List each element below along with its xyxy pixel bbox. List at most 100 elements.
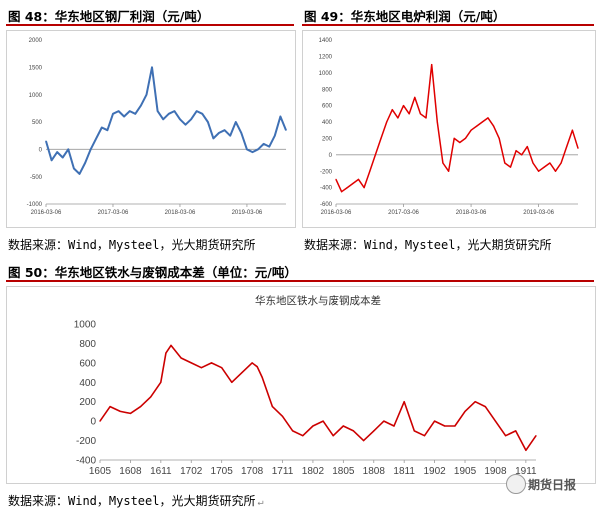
fig48-data-point	[173, 110, 175, 112]
fig50-data-point	[180, 357, 182, 359]
fig48-ytick-label: 1000	[29, 93, 43, 99]
fig49-data-point	[532, 162, 534, 164]
return-mark-icon: ↵	[257, 497, 264, 508]
fig48-data-point	[101, 126, 103, 129]
fig50-chart-title: 华东地区铁水与废钢成本差	[255, 294, 381, 307]
fig48-title: 图 48：华东地区钢厂利润（元/吨）	[8, 9, 210, 24]
fig50-data-point	[352, 430, 355, 432]
fig49-xtick-label: 2017-03-06	[388, 210, 419, 216]
fig50-chart-frame	[6, 286, 596, 484]
fig49-ytick-label: -400	[320, 186, 333, 192]
fig48-data-point	[279, 115, 282, 118]
fig50-xtick-label: 1702	[180, 466, 203, 477]
fig50-data-point	[332, 435, 334, 437]
fig50-data-point	[494, 420, 497, 422]
fig50-data-point	[261, 376, 263, 379]
fig48-data-point	[67, 148, 69, 150]
fig49-ytick-label: 200	[322, 137, 333, 143]
fig49-data-point	[341, 191, 343, 193]
fig50-xtick-label: 1711	[272, 466, 294, 477]
fig50-data-point	[413, 430, 415, 432]
fig50-data-point	[363, 439, 365, 442]
fig50-data-point	[231, 381, 233, 383]
fig50-data-point	[165, 352, 167, 354]
fig49-data-point	[566, 146, 568, 148]
fig49-data-point	[487, 117, 489, 119]
fig49-data-point	[453, 137, 455, 139]
fig50-data-point	[190, 362, 192, 364]
fig49-data-point	[549, 162, 551, 164]
fig48-ytick-label: -1000	[27, 202, 43, 208]
fig50-data-point	[119, 410, 121, 413]
fig49-data-point	[402, 105, 405, 107]
fig50-data-point	[383, 420, 385, 422]
fig50-data-point	[221, 367, 223, 369]
fig49-data-point	[577, 147, 579, 149]
fig50-xtick-label: 1902	[423, 466, 446, 477]
fig49-data-point	[554, 170, 557, 172]
fig50-data-point	[322, 420, 324, 422]
fig48-data-point	[117, 110, 120, 112]
fig50-ytick-label: 400	[79, 378, 96, 389]
fig49-ytick-label: -600	[320, 202, 333, 208]
fig48-data-point	[123, 115, 125, 118]
fig48-data-point	[84, 162, 86, 164]
fig50-source: 数据来源：Wind，Mysteel，光大期货研究所 ↵	[8, 492, 264, 509]
fig48-data-point	[184, 124, 187, 126]
fig49-source-text: 数据来源：Wind，Mysteel，光大期货研究所	[304, 238, 552, 252]
fig48-data-point	[268, 146, 270, 148]
fig50-data-point	[251, 362, 253, 364]
fig48-data-point	[134, 113, 136, 115]
fig50-data-point	[292, 430, 294, 432]
fig49-xtick-label: 2018-03-06	[456, 210, 487, 216]
fig49-data-point	[391, 109, 393, 111]
fig50-ytick-label: 600	[79, 358, 96, 369]
fig49-data-point	[538, 170, 540, 172]
fig50-data-point	[454, 425, 456, 427]
fig50-ytick-label: -200	[76, 436, 96, 447]
fig50-source-text: 数据来源：Wind，Mysteel，光大期货研究所	[8, 494, 256, 508]
fig48-ytick-label: 1500	[29, 65, 43, 71]
fig48-data-point	[274, 135, 276, 137]
fig50-xtick-label: 1802	[302, 466, 325, 477]
fig49-data-point	[335, 178, 337, 180]
fig50-data-point	[210, 362, 213, 364]
fig49-data-point	[509, 166, 512, 168]
fig48-source: 数据来源：Wind，Mysteel，光大期货研究所	[8, 236, 255, 253]
fig48-data-point	[263, 143, 265, 145]
fig48-xtick-label: 2017-03-06	[98, 210, 129, 216]
fig50-ytick-label: 1000	[74, 320, 97, 331]
fig49-title: 图 49：华东地区电炉利润（元/吨）	[304, 9, 506, 24]
fig50-xtick-label: 1708	[241, 466, 264, 477]
fig49-data-point	[357, 178, 360, 180]
fig50-data-point	[281, 415, 284, 417]
fig50-data-point	[535, 435, 537, 437]
fig50-data-point	[393, 425, 395, 427]
fig48-data-point	[78, 173, 81, 175]
fig50-data-point	[170, 344, 172, 346]
fig48-data-point	[246, 148, 248, 150]
fig50-data-point	[150, 396, 152, 398]
fig49-xtick-label: 2019-03-06	[523, 210, 554, 216]
fig49-data-point	[374, 154, 376, 156]
fig49-data-point	[425, 117, 427, 119]
fig49-ytick-label: 1400	[319, 38, 333, 44]
fig50-xtick-label: 1908	[484, 466, 507, 477]
fig49-data-point	[492, 125, 495, 127]
fig48-data-point	[112, 113, 114, 115]
fig49-data-point	[498, 137, 500, 139]
fig50-data-point	[271, 405, 273, 408]
fig48-xtick-label: 2019-03-06	[232, 210, 263, 216]
fig49-data-point	[414, 96, 416, 98]
fig48-data-point	[190, 118, 192, 120]
fig48-data-point	[218, 132, 220, 134]
fig50-data-point	[139, 405, 142, 408]
fig49-ytick-label: 0	[329, 153, 333, 159]
fig48-data-point	[106, 129, 108, 131]
fig49-data-point	[431, 64, 433, 66]
fig50-data-point	[444, 425, 446, 427]
fig48-data-point	[129, 110, 131, 112]
fig48-data-point	[285, 129, 287, 131]
fig49-data-point	[521, 154, 523, 156]
